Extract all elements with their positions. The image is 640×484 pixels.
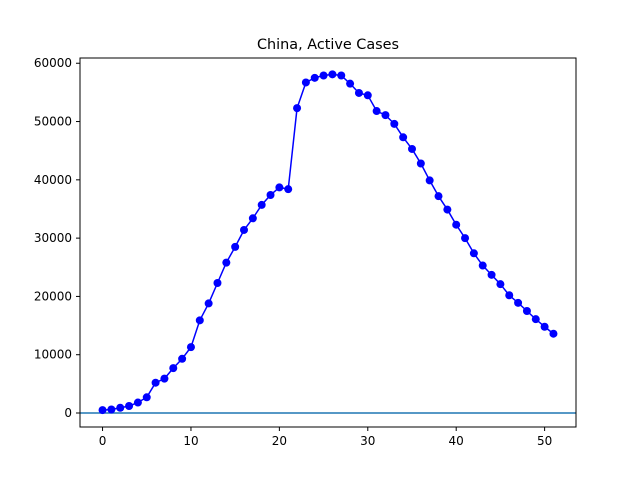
chart-title: China, Active Cases — [257, 37, 399, 53]
data-point — [160, 374, 169, 383]
data-point — [240, 225, 249, 234]
data-point — [107, 405, 116, 414]
data-point — [354, 88, 363, 97]
data-point — [125, 402, 134, 411]
data-point — [293, 104, 302, 113]
data-point — [416, 159, 425, 168]
data-point — [204, 299, 213, 308]
x-tick-label: 50 — [537, 434, 552, 448]
data-point — [328, 70, 337, 79]
data-point — [133, 398, 142, 407]
y-tick-label: 0 — [64, 406, 72, 420]
y-tick-label: 40000 — [34, 173, 72, 187]
data-point — [284, 185, 293, 194]
data-point — [443, 205, 452, 214]
data-point — [514, 298, 523, 307]
data-point — [275, 183, 284, 192]
data-point — [186, 343, 195, 352]
data-point — [257, 200, 266, 209]
data-point — [169, 364, 178, 373]
data-point — [425, 176, 434, 185]
data-point — [301, 78, 310, 87]
y-tick-label: 20000 — [34, 289, 72, 303]
x-tick-label: 30 — [360, 434, 375, 448]
data-point — [399, 133, 408, 142]
data-point — [505, 291, 514, 300]
data-point — [151, 378, 160, 387]
data-point — [452, 220, 461, 229]
y-tick-label: 10000 — [34, 348, 72, 362]
data-point — [195, 316, 204, 325]
x-tick-label: 10 — [183, 434, 198, 448]
data-point — [98, 406, 107, 415]
plot-area: 0 10 20 30 40 50 0 10000 20000 30000 40000 50000 600… — [34, 56, 577, 448]
data-point — [549, 329, 558, 338]
data-point — [222, 258, 231, 267]
data-point — [407, 144, 416, 153]
y-tick-label: 50000 — [34, 115, 72, 129]
data-point — [522, 306, 531, 315]
data-point — [461, 234, 470, 243]
data-point — [540, 322, 549, 331]
data-point — [213, 279, 222, 288]
data-point — [434, 192, 443, 201]
x-tick-label: 40 — [449, 434, 464, 448]
series-line-0 — [102, 73, 554, 411]
data-point — [372, 107, 381, 116]
data-point — [248, 214, 257, 223]
x-tick-label: 20 — [272, 434, 287, 448]
data-point — [116, 403, 125, 412]
data-point — [310, 73, 319, 82]
data-point — [469, 249, 478, 258]
data-point — [142, 393, 151, 402]
data-point — [231, 242, 240, 251]
data-point — [319, 71, 328, 80]
data-point — [266, 190, 275, 199]
data-point — [363, 91, 372, 100]
x-tick-label: 0 — [99, 434, 107, 448]
data-point — [346, 79, 355, 88]
data-point — [478, 261, 487, 270]
axes-frame — [79, 57, 577, 428]
data-point — [178, 354, 187, 363]
data-point — [496, 280, 505, 289]
data-point — [390, 119, 399, 128]
data-point — [531, 315, 540, 324]
data-point — [381, 111, 390, 120]
y-tick-label: 30000 — [34, 231, 72, 245]
y-tick-label: 60000 — [34, 56, 72, 70]
data-point — [337, 71, 346, 80]
data-point — [487, 270, 496, 279]
